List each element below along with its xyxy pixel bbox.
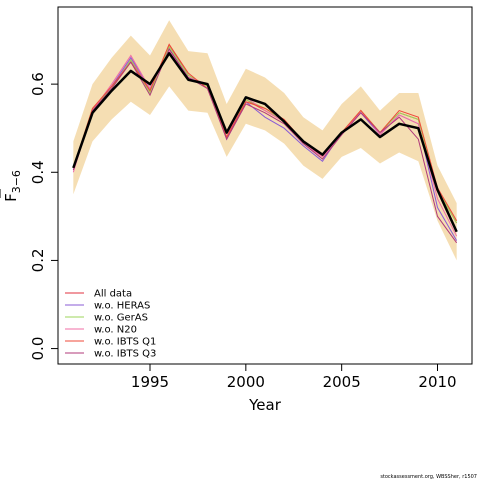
series-layer — [72, 43, 458, 244]
series-line-4 — [72, 43, 458, 222]
plot-frame — [57, 6, 473, 365]
confidence-band-layer — [73, 20, 457, 261]
svg-text:F3−6: F3−6 — [2, 170, 23, 202]
y-tick-label-1: 0.2 — [29, 249, 47, 273]
x-tick-label-1995: 1995 — [131, 373, 169, 391]
credit-text: stockassessment.org, WBSSher, r1507 — [380, 474, 477, 480]
y-axis: 0.0 0.2 0.4 0.6 — [29, 72, 58, 360]
x-tick-label-2005: 2005 — [323, 373, 361, 391]
main-series-layer — [72, 52, 458, 233]
y-axis-label-subscript: 3−6 — [10, 170, 23, 193]
main-series-line — [72, 52, 458, 233]
x-tick-label-2010: 2010 — [418, 373, 456, 391]
y-axis-label-main: F — [2, 193, 20, 202]
x-tick-label-2000: 2000 — [227, 373, 265, 391]
y-tick-label-3: 0.6 — [29, 72, 47, 96]
x-axis: 1995 2000 2005 2010 — [131, 364, 457, 391]
legend-label-5: w.o. IBTS Q3 — [94, 349, 156, 360]
y-tick-label-2: 0.4 — [29, 160, 47, 184]
x-axis-label: Year — [248, 396, 282, 414]
y-axis-label: F3−6 — [0, 170, 23, 202]
confidence-band — [73, 20, 457, 261]
series-line-5 — [72, 47, 458, 244]
y-tick-label-0: 0.0 — [29, 337, 47, 361]
legend-label-0: All data — [94, 289, 132, 300]
legend-label-3: w.o. N20 — [94, 325, 137, 336]
legend-label-1: w.o. HERAS — [94, 301, 150, 312]
legend-label-4: w.o. IBTS Q1 — [94, 337, 156, 348]
series-line-3 — [72, 50, 458, 237]
legend-label-2: w.o. GerAS — [94, 313, 148, 324]
